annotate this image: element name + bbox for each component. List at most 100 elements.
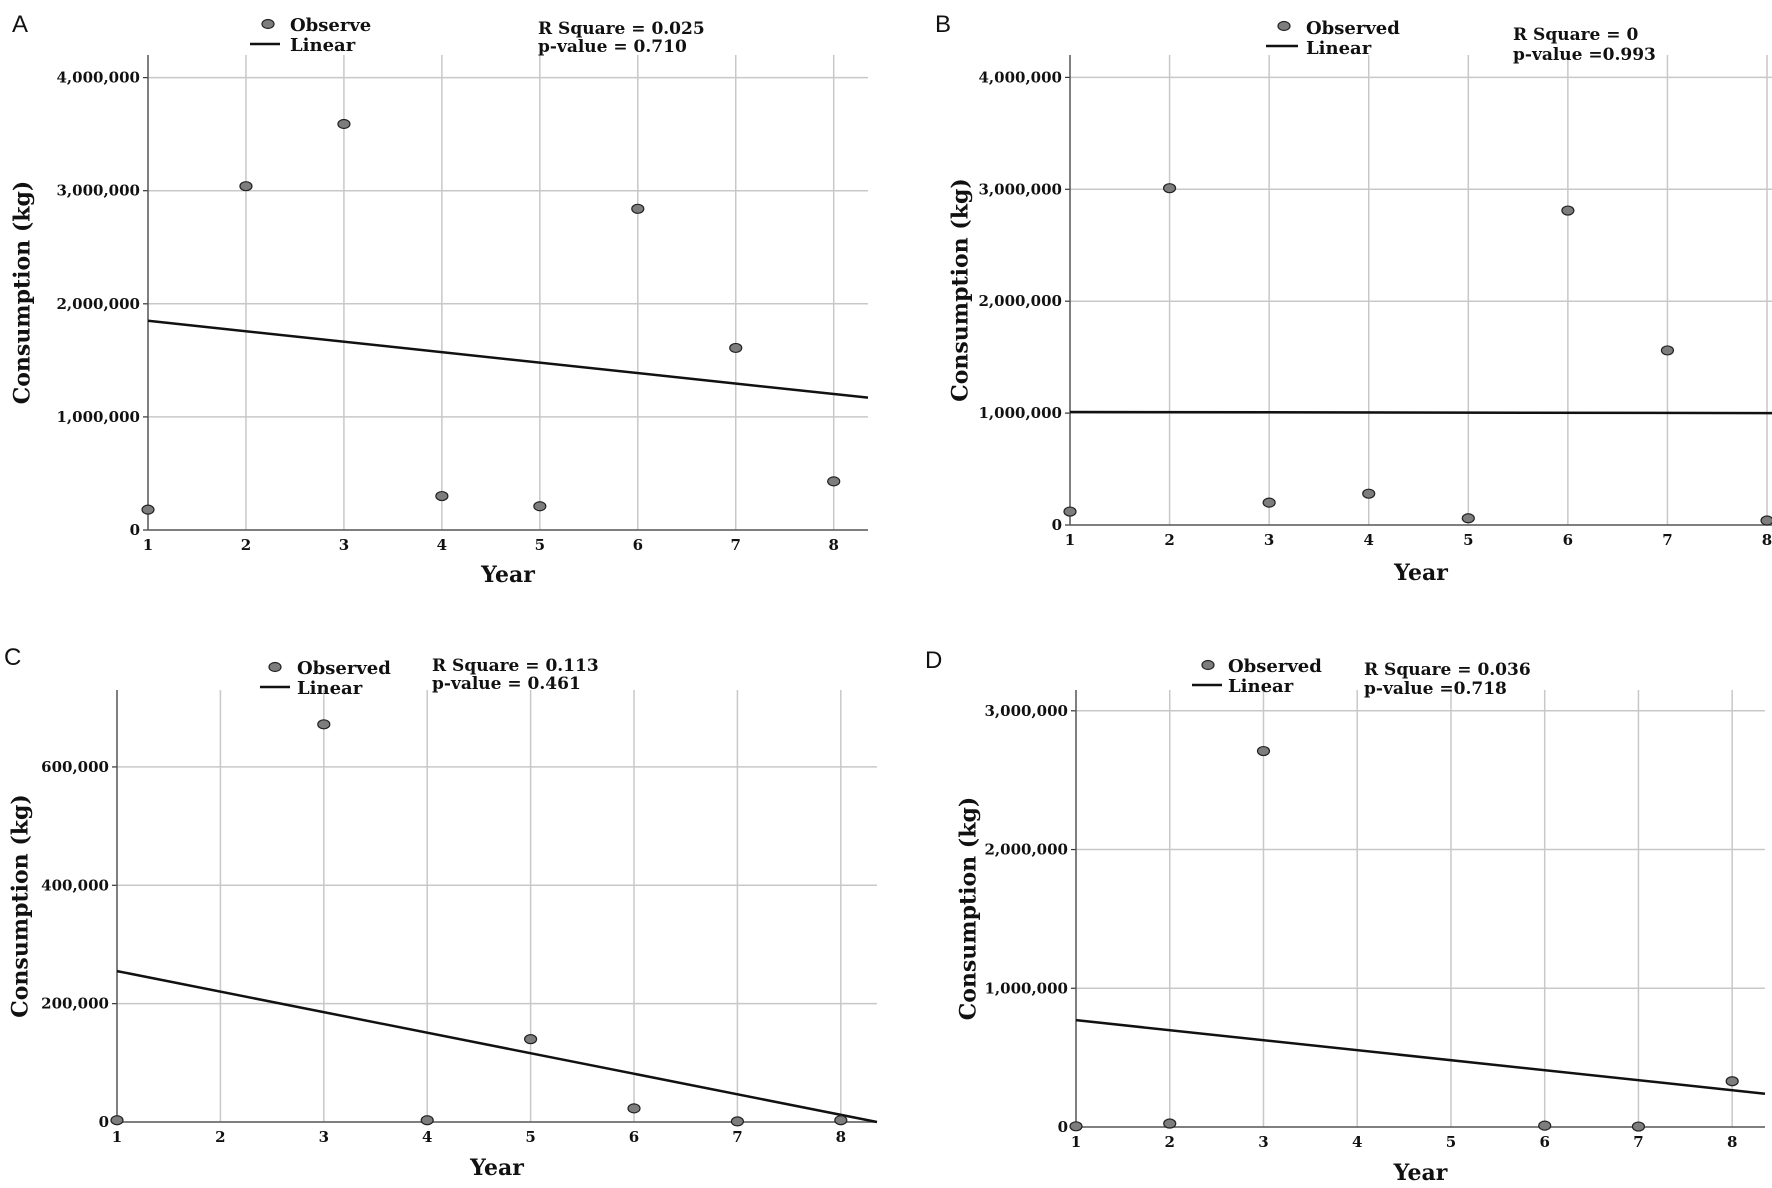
observed-point [1262,497,1276,508]
y-tick-label: 600,000 [41,758,109,776]
panels-group: A 0 1,000,000 2,000,000 3,000,000 4,000,000 1 2… [4,11,1772,1186]
observed-point [1461,513,1475,524]
observed-point [1561,205,1575,216]
observed-point [1660,345,1675,356]
x-axis-label: Year [480,562,535,588]
panel-label: D [925,647,942,674]
legend-observed-marker [261,18,275,30]
chart-panel-c: C 0 200,000 400,000 600,000 1 2 3 4 5 6 7 8 Consumpti… [4,644,878,1181]
y-tick-label: 3,000,000 [984,702,1068,720]
x-tick-label: 7 [1633,1133,1643,1151]
observed-point [730,1116,745,1127]
x-axis-label: Year [1393,560,1448,586]
y-tick-label: 200,000 [41,995,109,1013]
y-tick-label: 4,000,000 [56,69,140,87]
linear-fit-line [147,319,869,399]
x-tick-label: 3 [339,536,349,554]
y-tick-label: 0 [1052,516,1062,534]
p-value-annotation: p-value = 0.710 [538,37,687,57]
panel-label: A [12,11,28,38]
y-tick-label: 2,000,000 [978,292,1062,310]
y-axis-label: Consumption (kg) [956,797,982,1021]
legend-observed-label: Observed [1306,18,1400,39]
legend-observed-marker [1277,20,1291,32]
observed-point [524,1034,538,1045]
x-tick-label: 4 [422,1128,432,1146]
x-tick-label: 8 [836,1128,846,1146]
x-tick-label: 8 [1727,1133,1737,1151]
y-tick-label: 3,000,000 [978,180,1062,198]
x-tick-label: 1 [1065,531,1075,549]
observed-point [1162,183,1177,194]
observed-point [337,118,351,130]
x-tick-label: 2 [215,1128,225,1146]
y-tick-label: 2,000,000 [56,295,140,313]
y-tick-label: 1,000,000 [56,408,140,426]
y-axis-label: Consumption (kg) [10,181,36,405]
observed-point [1362,488,1376,499]
x-tick-label: 4 [1364,531,1374,549]
r-square-annotation: R Square = 0.036 [1364,660,1531,680]
x-tick-label: 6 [1563,531,1573,549]
x-tick-label: 2 [241,536,251,554]
y-tick-label: 2,000,000 [984,841,1068,859]
observed-point [1069,1121,1083,1132]
x-tick-label: 1 [112,1128,122,1146]
observed-point [729,342,743,354]
x-tick-label: 7 [732,1128,742,1146]
y-tick-label: 3,000,000 [56,182,140,200]
legend-linear-label: Linear [297,678,363,699]
y-tick-label: 400,000 [41,876,109,894]
x-tick-label: 8 [828,536,838,554]
legend-observed-label: Observed [1228,656,1322,677]
observed-point [1256,745,1271,757]
p-value-annotation: p-value = 0.461 [432,674,581,694]
p-value-annotation: p-value =0.718 [1364,679,1507,699]
y-axis-label: Consumption (kg) [948,178,974,402]
x-tick-label: 5 [1446,1133,1456,1151]
r-square-annotation: R Square = 0.113 [432,656,599,676]
linear-fit-line [1069,410,1772,415]
chart-panel-a: A 0 1,000,000 2,000,000 3,000,000 4,000,000 1 2… [10,11,869,588]
chart-panel-b: B 0 1,000,000 2,000,000 3,000,000 4,000,000 1 2… [935,11,1772,586]
x-tick-label: 7 [1662,531,1672,549]
legend-observed-label: Observe [290,15,371,36]
x-axis-label: Year [469,1155,524,1181]
x-tick-label: 6 [1539,1133,1549,1151]
y-tick-label: 4,000,000 [978,68,1062,86]
x-tick-label: 7 [731,536,741,554]
y-tick-label: 1,000,000 [978,404,1062,422]
legend-linear-label: Linear [290,35,356,56]
observed-point [1538,1120,1552,1131]
observed-point [110,1115,124,1126]
x-axis-label: Year [1393,1160,1448,1186]
observed-point [141,504,155,515]
x-tick-label: 8 [1762,531,1772,549]
linear-fit-line [1075,1018,1766,1095]
x-tick-label: 2 [1164,531,1174,549]
x-tick-label: 5 [1463,531,1473,549]
observed-point [1063,506,1077,517]
observed-point [317,719,331,730]
observed-point [435,490,449,502]
observed-point [631,203,645,214]
r-square-annotation: R Square = 0.025 [538,19,705,39]
x-tick-label: 3 [1264,531,1274,549]
x-tick-label: 5 [525,1128,535,1146]
observed-point [1760,515,1772,526]
observed-point [1725,1076,1739,1087]
panel-label: C [4,644,21,671]
linear-fit-line [116,969,878,1124]
observed-point [1163,1118,1177,1129]
x-tick-label: 1 [143,536,153,554]
y-axis-label: Consumption (kg) [8,794,34,1018]
legend-observed-marker [268,661,282,673]
x-tick-label: 5 [535,536,545,554]
p-value-annotation: p-value =0.993 [1513,45,1656,65]
observed-point [420,1115,434,1126]
observed-point [239,181,253,192]
legend-observed-marker [1201,659,1215,671]
